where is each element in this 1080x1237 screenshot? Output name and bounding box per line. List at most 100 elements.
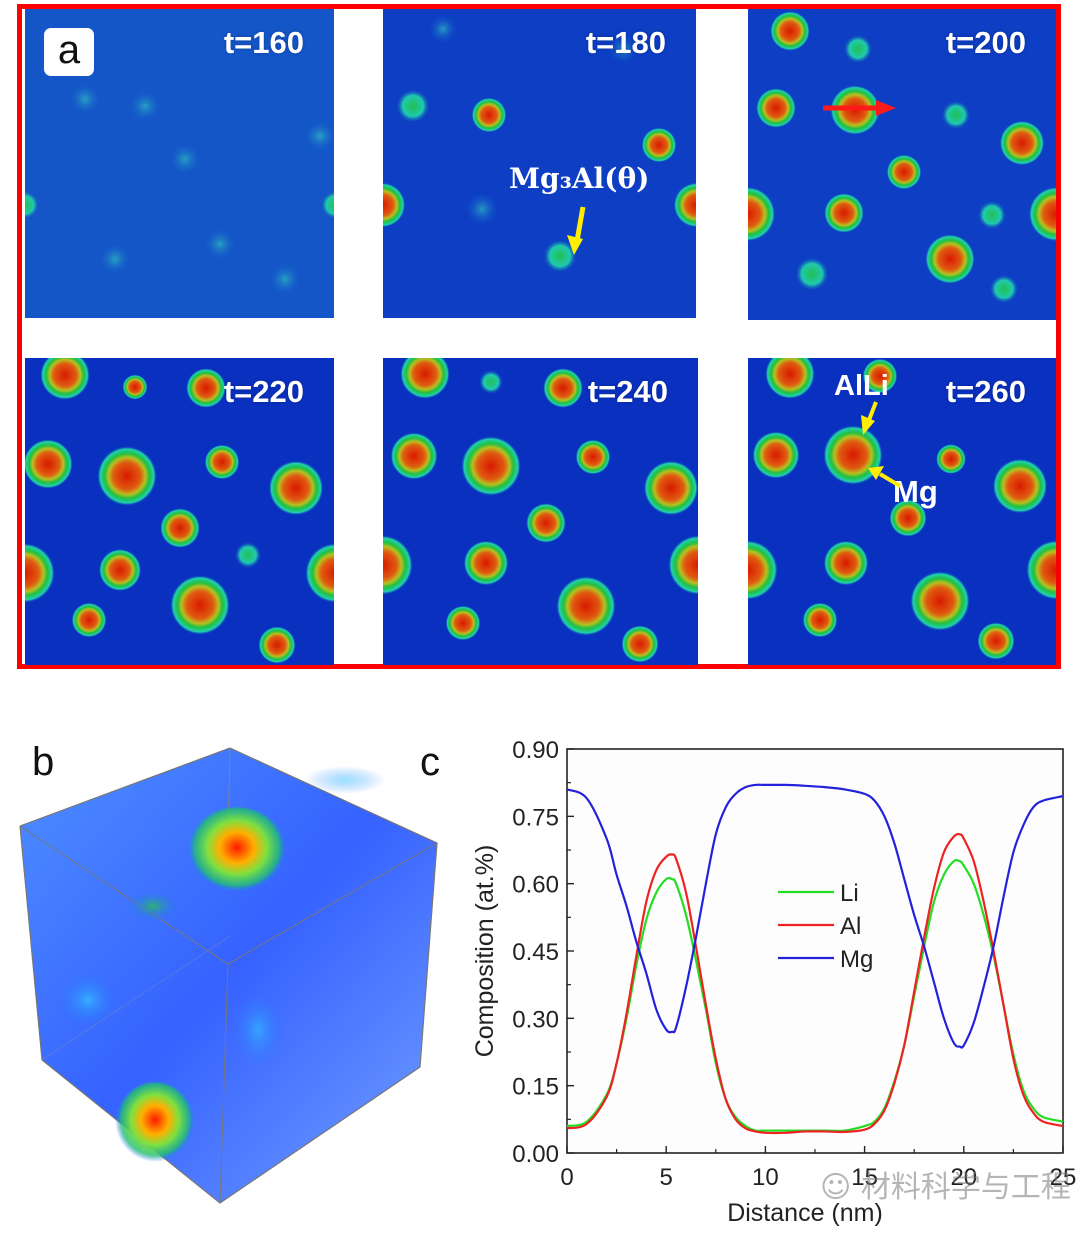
time-label: t=260 — [945, 374, 1026, 409]
precipitate-particle — [752, 431, 800, 479]
simulation-frame-t260: t=260 AlLi Mg — [748, 358, 1056, 665]
precipitate-particle — [186, 368, 226, 408]
precipitate-particle — [305, 543, 334, 603]
precipitate-particle — [25, 439, 73, 489]
annotation-mg: Mg — [893, 474, 938, 509]
precipitate-particle — [268, 460, 324, 516]
panel-label-c: c — [420, 740, 440, 784]
precipitate-particle — [765, 358, 815, 399]
precipitate-particle — [302, 118, 334, 154]
simulation-frame-t240: t=240 — [383, 358, 698, 665]
time-label: t=220 — [223, 374, 304, 409]
time-label: t=240 — [587, 374, 668, 409]
precipitate-particle — [395, 88, 431, 124]
precipitate-particle — [977, 200, 1007, 230]
precipitate-particle — [526, 503, 566, 543]
precipitate-particle — [910, 571, 970, 631]
legend-label-al: Al — [840, 913, 861, 940]
precipitate-particle — [383, 182, 406, 228]
y-tick-label: 0.45 — [512, 939, 559, 966]
precipitate-particle — [204, 444, 240, 480]
simulation-frame-t220: t=220 — [25, 358, 334, 665]
precipitate-top — [187, 807, 287, 897]
concentration-field — [748, 9, 1056, 320]
precipitate-particle — [383, 535, 413, 595]
y-tick-label: 0.75 — [512, 804, 559, 831]
precipitate-particle — [97, 446, 157, 506]
precipitate-particle — [390, 432, 438, 480]
concentration-field — [25, 358, 334, 664]
precipitate-particle — [770, 11, 810, 51]
precipitate-particle — [621, 625, 659, 663]
precipitate-particle — [999, 120, 1045, 166]
precipitate-particle — [824, 193, 864, 233]
simulation-frame-t180: t=180 Mg₃Al(θ) — [383, 9, 696, 318]
precipitate-particle — [823, 540, 869, 586]
concentration-field — [748, 358, 1056, 660]
composition-profile-chart: 0.00 0.15 0.30 0.45 0.60 0.75 0.90 0 5 10 15 20 25 Di… — [460, 730, 1080, 1232]
time-label: t=180 — [585, 25, 666, 60]
precipitate-particle — [843, 34, 873, 64]
precipitate-particle — [992, 458, 1048, 514]
precipitate-particle — [127, 88, 163, 124]
x-tick-label: 0 — [560, 1164, 573, 1191]
y-axis-label: Composition (at.%) — [471, 845, 499, 1058]
precipitate-particle — [478, 369, 504, 395]
panel-a-frame — [17, 4, 1061, 669]
precipitate-small — [126, 890, 180, 922]
y-tick-label: 0.15 — [512, 1074, 559, 1101]
concentration-field — [383, 9, 696, 318]
3d-cube-volume-render — [19, 747, 438, 1204]
precipitate-particle — [989, 274, 1019, 304]
legend-label-mg: Mg — [840, 946, 873, 973]
precipitate-particle — [542, 238, 578, 274]
precipitate-particle — [925, 234, 975, 284]
precipitate-particle — [97, 241, 133, 277]
precipitate-particle — [471, 97, 507, 133]
precipitate-particle — [977, 622, 1015, 660]
chart-svg: 0.00 0.15 0.30 0.45 0.60 0.75 0.90 0 5 10 15 20 25 Di… — [471, 737, 1076, 1227]
precipitate-particle — [668, 535, 698, 595]
x-axis-label: Distance (nm) — [727, 1199, 883, 1227]
legend-label-li: Li — [840, 880, 859, 907]
series-line-mg — [566, 783, 1064, 1049]
simulation-frame-t200: t=200 — [748, 9, 1056, 320]
precipitate-particle — [40, 358, 90, 400]
annotation-alli: AlLi — [834, 370, 889, 402]
precipitate-particle — [641, 127, 677, 163]
precipitate-particle — [258, 626, 296, 664]
precipitate-particle — [756, 88, 796, 128]
precipitate-particle — [936, 444, 966, 474]
precipitate-particle — [941, 100, 971, 130]
watermark-text: 材料科学与工程 — [860, 1170, 1071, 1205]
precipitate-particle — [823, 425, 883, 485]
precipitate-particle — [71, 602, 107, 638]
y-tick-label: 0.60 — [512, 872, 559, 899]
precipitate-particle — [463, 540, 509, 586]
precipitate-particle — [400, 358, 450, 399]
time-label: t=200 — [945, 25, 1026, 60]
yellow-arrows-icon — [861, 401, 902, 488]
precipitate-particle — [543, 368, 583, 408]
precipitate-particle — [234, 541, 262, 569]
watermark: ☺ 材料科学与工程 — [820, 1162, 1071, 1206]
precipitate-particle — [98, 548, 142, 592]
cube-body — [20, 748, 437, 1203]
precipitate-particle — [67, 81, 103, 117]
precipitate-particle — [1026, 540, 1056, 600]
precipitate-particle — [25, 543, 55, 603]
time-label: t=160 — [223, 25, 304, 60]
precipitate-particle — [748, 186, 776, 242]
x-tick-label: 5 — [660, 1164, 673, 1191]
y-tick-label: 0.30 — [512, 1006, 559, 1033]
precipitate-particle — [886, 154, 922, 190]
precipitate-particle — [445, 605, 481, 641]
precipitate-bottom — [115, 1082, 195, 1166]
precipitate-particle — [122, 374, 148, 400]
y-tick-label: 0.00 — [512, 1141, 559, 1168]
precipitate-particle — [608, 34, 638, 64]
panel-label-b: b — [32, 740, 55, 784]
red-arrow-icon — [823, 100, 896, 116]
series-line-al — [566, 832, 1064, 1135]
precipitate-particle — [575, 439, 611, 475]
